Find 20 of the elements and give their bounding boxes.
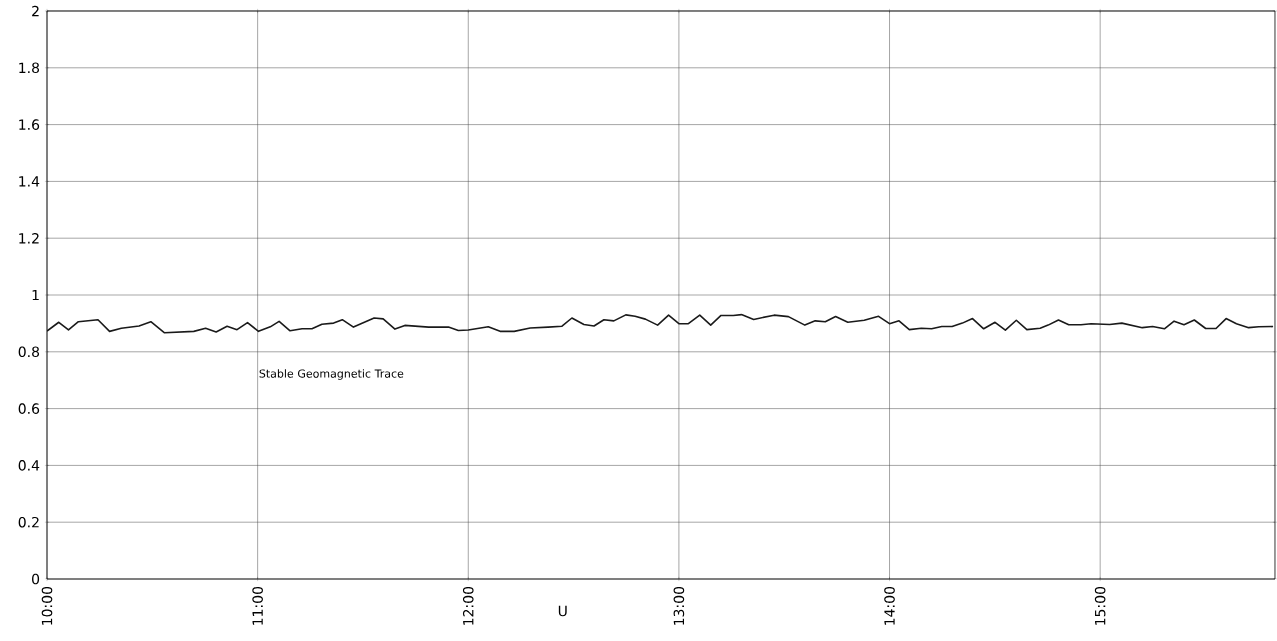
x-axis-title: U: [558, 605, 567, 617]
x-tick-label: 11:00: [252, 586, 263, 625]
y-tick-label: 1.2: [19, 233, 39, 244]
x-tick-label: 15:00: [1094, 586, 1106, 625]
y-tick-label: 0.6: [18, 403, 40, 414]
line-series: [47, 313, 1274, 334]
y-tick-label: 0.8: [18, 346, 40, 358]
y-tick-label: 1.8: [19, 62, 40, 74]
y-tick-label: 0: [32, 573, 40, 585]
y-tick-label: 1.6: [19, 119, 40, 130]
x-tick-label: 14:00: [884, 586, 895, 625]
y-tick-label: 2: [32, 5, 39, 17]
annotation: Stable Geomagnetic Trace: [259, 369, 404, 380]
x-tick-label: 12:00: [462, 586, 474, 625]
y-tick-label: 0.2: [18, 516, 39, 528]
x-tick-label: 13:00: [673, 586, 685, 625]
y-tick-label: 1: [32, 289, 39, 301]
y-tick-label: 0.4: [18, 460, 40, 471]
x-tick-label: 10:00: [41, 586, 53, 625]
y-tick-label: 1.4: [19, 176, 40, 187]
